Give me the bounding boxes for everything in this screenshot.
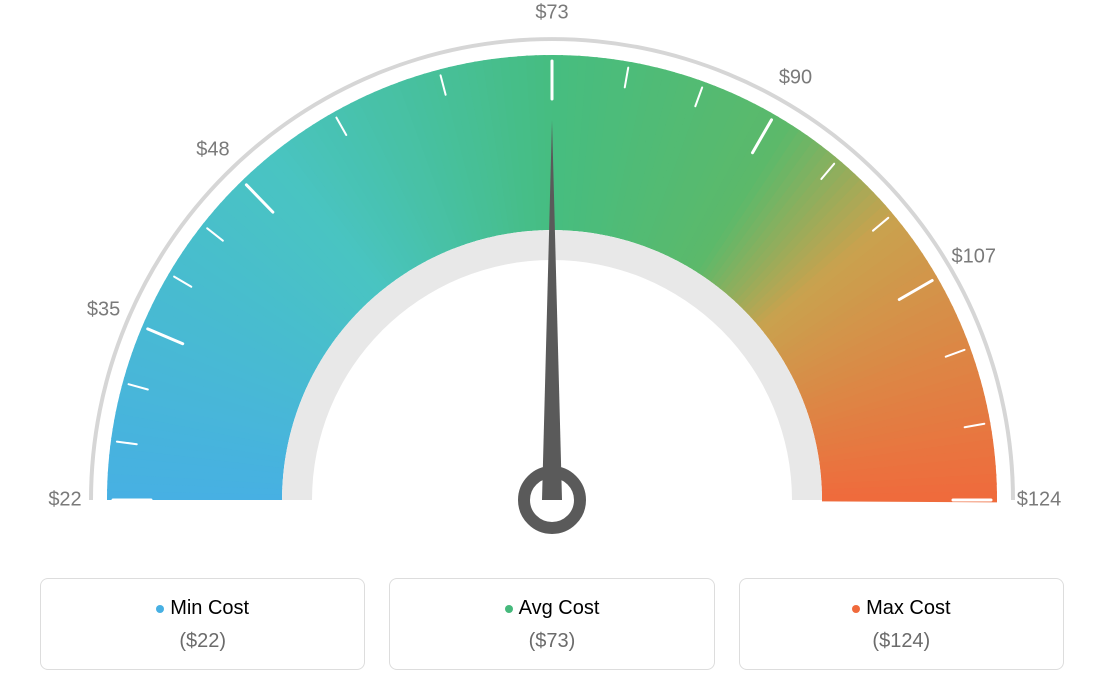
legend-value-min: ($22) <box>53 630 352 653</box>
gauge-container: $22 $35 $48 $73 $90 $107 $124 <box>0 0 1104 560</box>
legend-row: Min Cost ($22) Avg Cost ($73) Max Cost (… <box>0 578 1104 670</box>
legend-dot-max <box>852 605 860 613</box>
gauge-tick-label: $73 <box>535 2 568 25</box>
legend-card-min: Min Cost ($22) <box>40 578 365 670</box>
legend-label-min: Min Cost <box>170 597 249 619</box>
gauge-tick-label: $22 <box>48 489 81 512</box>
gauge-tick-label: $48 <box>196 139 229 162</box>
legend-label-max: Max Cost <box>866 597 950 619</box>
legend-title-avg: Avg Cost <box>402 597 701 620</box>
legend-value-max: ($124) <box>752 630 1051 653</box>
gauge-tick-label: $90 <box>779 67 812 90</box>
gauge-tick-label: $35 <box>87 299 120 322</box>
gauge-svg <box>0 0 1104 560</box>
legend-dot-min <box>156 605 164 613</box>
legend-value-avg: ($73) <box>402 630 701 653</box>
legend-card-max: Max Cost ($124) <box>739 578 1064 670</box>
legend-label-avg: Avg Cost <box>519 597 600 619</box>
legend-title-min: Min Cost <box>53 597 352 620</box>
gauge-tick-label: $124 <box>1017 489 1062 512</box>
gauge-tick-label: $107 <box>952 245 997 268</box>
legend-dot-avg <box>505 605 513 613</box>
legend-card-avg: Avg Cost ($73) <box>389 578 714 670</box>
legend-title-max: Max Cost <box>752 597 1051 620</box>
